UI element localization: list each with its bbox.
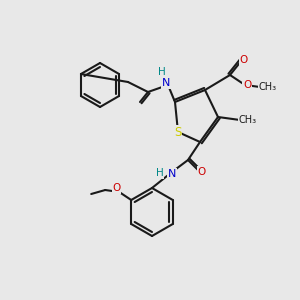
Text: N: N	[168, 169, 176, 179]
Text: CH₃: CH₃	[259, 82, 277, 92]
Text: O: O	[198, 167, 206, 177]
Text: H: H	[156, 168, 164, 178]
Text: O: O	[243, 80, 251, 90]
Text: N: N	[162, 78, 170, 88]
Text: O: O	[112, 183, 120, 193]
Text: O: O	[240, 55, 248, 65]
Text: CH₃: CH₃	[239, 115, 257, 125]
Text: H: H	[158, 67, 166, 77]
Text: S: S	[174, 125, 182, 139]
